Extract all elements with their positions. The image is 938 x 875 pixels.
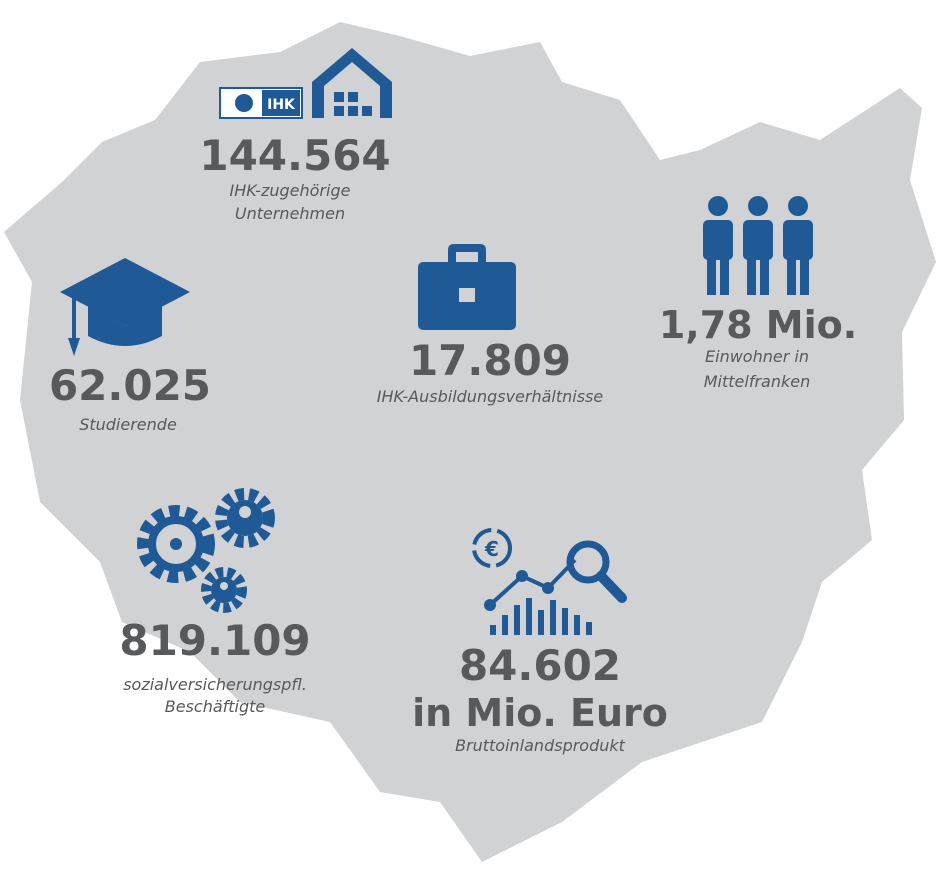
stat-label: Bruttoinlandsprodukt	[455, 736, 626, 755]
svg-text:€: €	[484, 537, 499, 561]
ihk-logo: IHK	[219, 87, 303, 119]
stat-label: IHK-zugehörige	[230, 181, 351, 200]
people-icon	[703, 196, 813, 295]
house-icon	[312, 48, 392, 118]
stat-label: Beschäftigte	[165, 697, 266, 716]
stat-label: Studierende	[79, 415, 177, 434]
stat-label: Unternehmen	[235, 204, 345, 223]
stat-label: sozialversicherungspfl.	[123, 675, 307, 694]
stat-label: IHK-Ausbildungsverhältnisse	[377, 387, 604, 406]
stat-value: 17.809	[409, 336, 571, 385]
stat-value: 84.602	[459, 641, 621, 690]
stat-value: 1,78 Mio.	[659, 303, 857, 347]
stat-value: 819.109	[119, 616, 310, 665]
stat-label: Einwohner in	[705, 347, 809, 366]
stat-value: 62.025	[49, 361, 211, 410]
briefcase-icon	[418, 244, 516, 330]
stat-value: 144.564	[199, 131, 390, 180]
stat-label: Mittelfranken	[704, 372, 811, 391]
economy-icon: €	[472, 528, 627, 635]
stat-unit: in Mio. Euro	[412, 691, 668, 735]
gears-icon	[137, 488, 275, 613]
graduation-icon	[60, 258, 190, 356]
logo-text: IHK	[267, 97, 296, 113]
